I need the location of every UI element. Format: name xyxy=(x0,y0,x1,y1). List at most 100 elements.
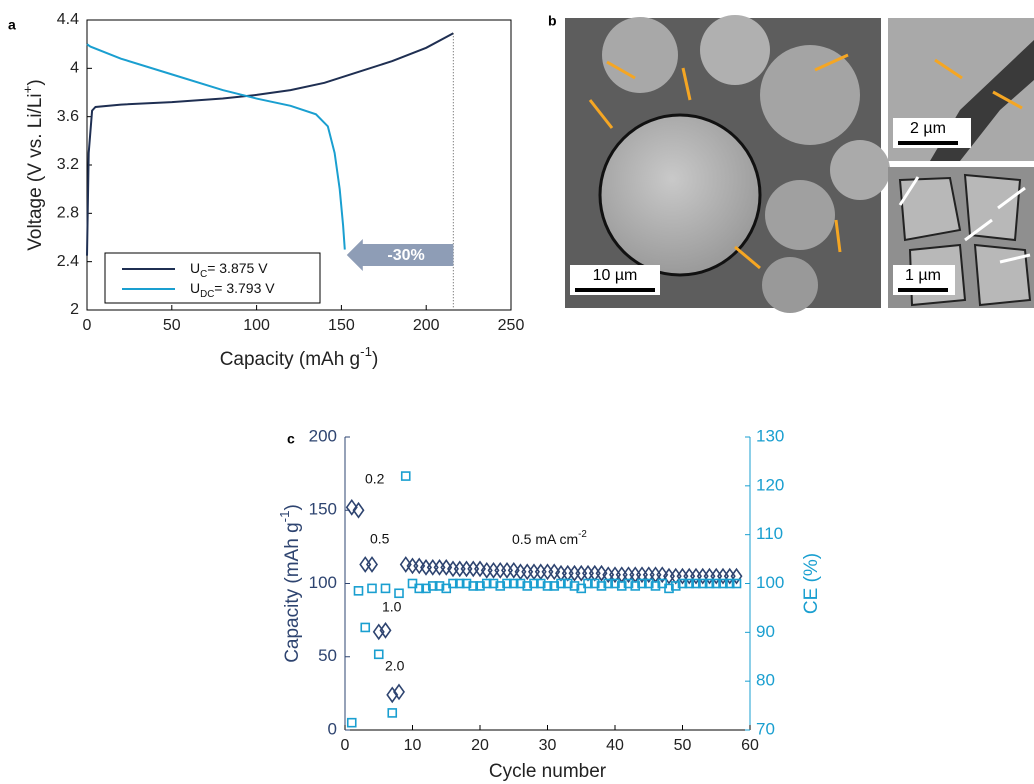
x-tick-label: 250 xyxy=(498,317,525,334)
label-part: ) xyxy=(25,79,46,85)
label-part: ) xyxy=(282,504,303,510)
capacity-loss-arrow xyxy=(346,239,454,271)
capacity-point xyxy=(393,683,405,701)
grain xyxy=(700,15,770,85)
legend-box xyxy=(104,252,321,304)
ce-point xyxy=(697,578,708,589)
label-part: + xyxy=(20,85,35,93)
x-axis-label: Cycle number xyxy=(489,761,607,782)
label-part: Capacity (mAh g xyxy=(282,522,303,662)
capacity-point xyxy=(588,564,601,582)
capacity-point xyxy=(568,564,581,582)
label-part: -1 xyxy=(360,344,372,359)
label-part: = 3.793 V xyxy=(214,280,275,296)
ce-point xyxy=(508,578,519,589)
x-tick-label: 0 xyxy=(83,317,92,334)
y-tick-label: 200 xyxy=(309,426,337,445)
grain xyxy=(760,45,860,145)
x-tick-label: 30 xyxy=(539,737,557,754)
ce-point xyxy=(637,578,647,589)
ce-point xyxy=(556,578,566,589)
ce-point xyxy=(394,588,404,599)
ce-point xyxy=(664,583,674,594)
ce-point xyxy=(650,581,661,591)
ce-point xyxy=(407,578,418,589)
capacity-loss-label: -30% xyxy=(387,247,424,264)
ce-point xyxy=(643,578,654,589)
label-part: -2 xyxy=(578,529,587,540)
ce-point xyxy=(684,578,695,589)
capacity-point xyxy=(595,564,608,582)
capacity-point xyxy=(534,563,547,581)
ce-point xyxy=(353,586,364,596)
rate-annotation: 1.0 xyxy=(382,599,402,615)
ce-point xyxy=(630,581,641,591)
ce-point xyxy=(616,581,627,591)
y2-tick-label: 120 xyxy=(756,475,784,494)
capacity-point xyxy=(426,559,439,576)
y2-tick-label: 70 xyxy=(756,719,775,738)
rate-annotation: 0.5 xyxy=(370,531,390,547)
grain xyxy=(598,113,762,277)
ce-point xyxy=(670,581,681,591)
ce-point xyxy=(569,581,580,591)
rate-annotation: 0.2 xyxy=(365,471,385,487)
label-part: DC xyxy=(200,289,214,300)
ce-point xyxy=(495,581,506,591)
ce-point xyxy=(589,578,600,589)
white-arrows xyxy=(898,176,1031,264)
ce-point xyxy=(610,578,620,589)
x-tick-label: 50 xyxy=(163,317,181,334)
label-part: ) xyxy=(372,349,378,370)
capacity-point xyxy=(474,560,486,578)
ce-point xyxy=(434,581,445,591)
ce-point xyxy=(549,581,560,591)
ce-point xyxy=(535,578,546,589)
capacity-point xyxy=(440,559,453,576)
ce-point xyxy=(603,578,614,589)
y-tick-label: 2.4 xyxy=(57,253,79,270)
capacity-point xyxy=(656,566,669,584)
ce-point xyxy=(515,578,526,589)
y-tick-label: 150 xyxy=(309,500,337,519)
y2-tick-label: 100 xyxy=(756,573,784,592)
ce-point xyxy=(346,717,357,728)
capacity-point xyxy=(582,564,594,582)
capacity-point xyxy=(399,556,412,573)
x-tick-label: 20 xyxy=(471,737,489,754)
ce-point xyxy=(711,578,722,589)
capacity-point xyxy=(467,560,480,578)
capacity-point xyxy=(366,556,378,573)
label-part: -1 xyxy=(277,511,292,523)
ce-point xyxy=(461,578,472,589)
ce-point xyxy=(441,583,452,594)
label: Voltage (V vs. Li/Li+) xyxy=(20,79,46,250)
y2-axis-label: CE (%) xyxy=(801,553,822,614)
x-tick-label: 50 xyxy=(674,737,692,754)
y2-tick-label: 110 xyxy=(756,524,783,543)
capacity-point xyxy=(528,563,540,581)
capacity-point xyxy=(575,564,588,582)
panel-label: b xyxy=(548,13,557,29)
ce-point xyxy=(596,581,607,591)
y-tick-label: 100 xyxy=(309,573,337,592)
x-tick-label: 0 xyxy=(341,737,350,754)
capacity-point xyxy=(386,686,399,704)
ce-point xyxy=(576,583,587,594)
y-tick-label: 2.8 xyxy=(57,205,79,222)
ce-point xyxy=(502,578,512,589)
grain xyxy=(765,180,835,250)
capacity-point xyxy=(494,561,507,579)
label: UC= 3.875 V xyxy=(190,260,268,280)
ce-point xyxy=(718,578,728,589)
capacity-point xyxy=(507,561,520,579)
capacity-point xyxy=(521,563,534,581)
ce-point xyxy=(623,578,634,589)
capacity-point xyxy=(487,561,500,579)
capacity-point xyxy=(345,498,358,516)
capacity-point xyxy=(379,622,392,639)
orange-arrows xyxy=(588,53,1023,270)
grain xyxy=(762,257,818,313)
curve xyxy=(86,32,454,256)
ce-point xyxy=(360,622,371,633)
